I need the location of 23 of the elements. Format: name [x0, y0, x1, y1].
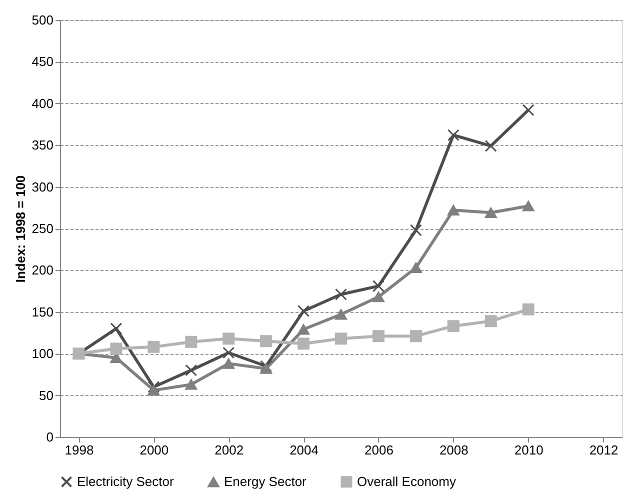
y-tick-label: 50 [39, 388, 54, 403]
y-tick-label: 450 [32, 54, 54, 70]
legend-label: Overall Economy [357, 474, 456, 489]
y-tick-label: 400 [32, 96, 54, 111]
y-tick-label: 500 [32, 12, 54, 28]
x-tick-label: 1998 [64, 442, 94, 458]
x-tick-label: 2010 [514, 442, 544, 458]
y-tick-label: 100 [32, 346, 54, 362]
y-tick-label: 200 [32, 262, 54, 278]
y-tick-label: 150 [32, 304, 54, 320]
x-tick-label: 2002 [214, 442, 244, 458]
y-tick-label: 350 [32, 138, 54, 153]
x-tick-label: 2012 [589, 442, 618, 458]
y-tick-label: 0 [46, 430, 54, 444]
legend-label: Electricity Sector [77, 474, 174, 489]
x-tick-label: 2004 [290, 442, 318, 458]
y-tick-label: 300 [32, 179, 54, 194]
x-tick-label: 2008 [439, 442, 468, 458]
x-tick-label: 2006 [364, 442, 394, 458]
x-tick-label: 2000 [140, 442, 169, 458]
legend-label: Energy Sector [224, 474, 308, 490]
y-tick-label: 250 [32, 221, 54, 236]
y-axis-title: Index: 1998 = 100 [12, 175, 28, 283]
